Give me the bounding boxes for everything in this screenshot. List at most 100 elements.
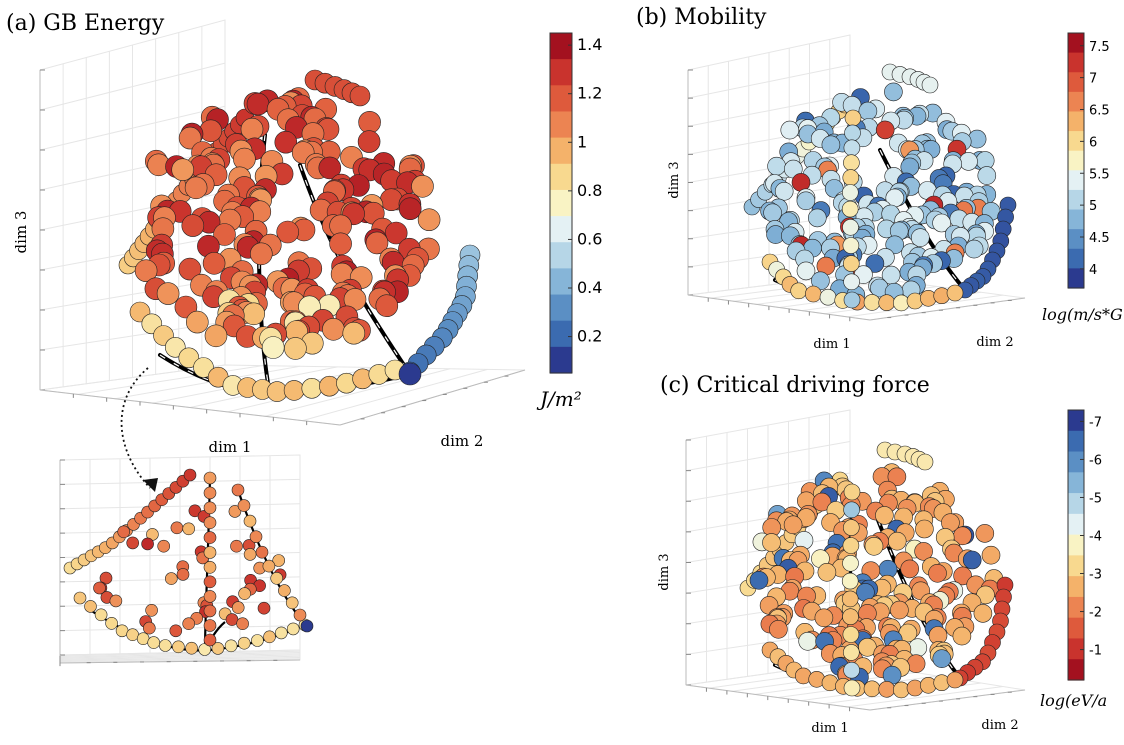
- panel-a-colorbar-swatch: [550, 242, 572, 269]
- panel-b-point: [763, 203, 782, 223]
- panel-c-point: [817, 562, 837, 582]
- panel-c-y-axis: [869, 689, 1026, 711]
- panel-b-point: [774, 182, 794, 201]
- panel-b-colorbar-tick-label: 5: [1089, 199, 1097, 214]
- panel-a-point: [202, 251, 226, 275]
- panel-a-colorbar-swatch: [550, 268, 572, 296]
- panel-c-point: [928, 563, 947, 583]
- panel-a-point: [329, 232, 352, 256]
- panel-a-point: [156, 282, 180, 305]
- panel-a-points: [118, 69, 481, 402]
- panel-b-colorbar-tick-label: 4: [1089, 263, 1097, 278]
- panel-a-point: [134, 259, 158, 283]
- panel-a-point: [384, 221, 408, 245]
- panel-a-colorbar-tick-label: 1.4: [577, 35, 602, 54]
- panel-b-x-axis: [687, 294, 871, 321]
- panel-c-colorbar-swatch: [1068, 617, 1084, 640]
- panel-a-point: [242, 302, 265, 326]
- panel-b-chain-point: [843, 291, 861, 309]
- panel-b-ylabel: dim 2: [976, 335, 1013, 350]
- inset-point: [225, 613, 239, 626]
- panel-b-chain-point: [843, 139, 861, 157]
- panel-c-colorbar-swatch: [1068, 493, 1084, 515]
- panel-a-point: [411, 175, 434, 198]
- panel-a-zlabel: dim 3: [12, 211, 30, 254]
- inset-chain-point: [262, 559, 276, 573]
- panel-a-point: [322, 317, 345, 341]
- panel-a-point: [249, 242, 273, 266]
- panel-c-chain-point: [863, 680, 881, 698]
- panel-c-grid-floor: [846, 686, 1004, 708]
- panel-c-chain-point: [878, 680, 896, 698]
- inset-chain-point: [203, 546, 217, 559]
- panel-c-colorbar-swatch: [1068, 410, 1084, 432]
- inset-chain-point: [198, 643, 211, 656]
- inset-grid-floor: [59, 655, 301, 661]
- panel-c-point: [769, 619, 788, 639]
- inset-chain-point: [285, 596, 299, 610]
- panel-a-point: [181, 214, 205, 237]
- panel-b-chain-point: [841, 200, 859, 218]
- panel-c-xlabel: dim 1: [811, 721, 848, 736]
- panel-b-point: [910, 228, 930, 247]
- inset-point: [169, 624, 183, 638]
- panel-c-chain-point: [842, 519, 860, 536]
- panel-a-point: [375, 294, 399, 318]
- inset-grid-floor: [59, 654, 301, 660]
- inset-chain-point: [105, 616, 118, 630]
- panel-a-chain-point: [193, 357, 214, 378]
- panel-c-colorbar-swatch: [1068, 534, 1084, 556]
- panel-a-colorbar-swatch: [550, 59, 572, 86]
- panel-c-colorbar-swatch: [1068, 430, 1084, 453]
- panel-c-colorbar-tick-label: -3: [1089, 568, 1102, 583]
- panel-a-point: [204, 324, 228, 348]
- panel-c-point: [953, 566, 972, 586]
- panel-a-point: [284, 337, 307, 360]
- panel-b-point: [796, 261, 816, 281]
- panel-b-point: [884, 82, 903, 102]
- panel-b-chain-point: [842, 237, 860, 254]
- panel-c-title: (c) Critical driving force: [660, 373, 930, 398]
- panel-b-colorbar-frame: [1067, 32, 1085, 289]
- inset-chain-point: [270, 571, 284, 585]
- panel-b-chain-point: [843, 273, 860, 291]
- panel-b-point: [767, 156, 786, 176]
- panel-c-point: [890, 600, 909, 620]
- panel-b-colorbar-swatch: [1068, 52, 1084, 73]
- inset-chain-point: [203, 633, 217, 647]
- inset-chain-point: [293, 608, 307, 622]
- panel-b-colorbar-swatch: [1068, 268, 1084, 289]
- panel-c-point: [962, 550, 982, 570]
- panel-a-colorbar-swatch: [550, 294, 572, 322]
- panel-b-colorbar-unit: log(m/s*G: [1042, 305, 1123, 324]
- inset-point: [231, 601, 245, 614]
- inset-chain-point: [159, 639, 172, 652]
- panel-b-points: [743, 63, 1017, 312]
- inset-point: [143, 621, 156, 635]
- panel-a-colorbar-tick-label: 0.8: [577, 181, 602, 200]
- inset-points: [63, 468, 314, 656]
- panel-a-ylabel: dim 2: [441, 432, 484, 450]
- panel-c-colorbar-tick-label: -7: [1089, 415, 1102, 430]
- panel-c-chain-point: [843, 483, 861, 501]
- panel-b-colorbar-tick-label: 6: [1089, 135, 1097, 150]
- panel-c-colorbar-swatch: [1068, 638, 1084, 660]
- panel-a-grid-floor: [114, 365, 301, 400]
- inset-point: [230, 539, 243, 553]
- inset-point: [182, 617, 195, 631]
- inset-chain-point: [203, 516, 217, 530]
- panel-a-chain-point: [283, 380, 305, 401]
- panel-b-colorbar-tick-label: 7.5: [1089, 40, 1110, 55]
- panel-b-mobility: (b) Mobility dim 3 dim 1 dim 2 4 4.5 5 5.5 6…: [636, 5, 1123, 352]
- inset-arrow-head: [143, 478, 158, 492]
- inset-chain-point: [224, 639, 238, 653]
- panel-b-colorbar-tick-label: 5.5: [1089, 167, 1110, 182]
- panel-b-colorbar-tick-label: 7: [1089, 72, 1097, 87]
- panel-c-point: [783, 515, 803, 535]
- panel-a-colorbar-swatch: [550, 137, 572, 165]
- panel-b-y-axis: [869, 297, 1026, 321]
- panel-a-point: [261, 336, 285, 359]
- panel-c-colorbar-tick-label: -4: [1089, 529, 1102, 544]
- panel-c-point: [749, 570, 769, 590]
